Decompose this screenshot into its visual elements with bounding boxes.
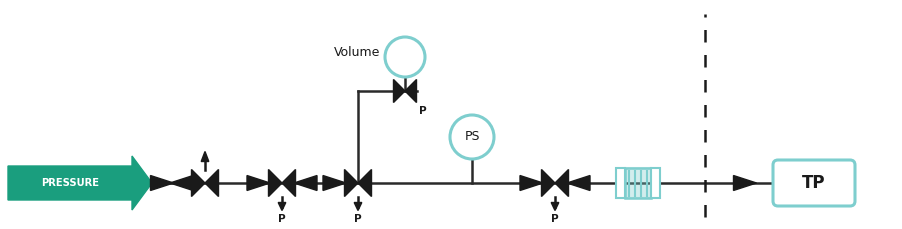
Circle shape	[450, 115, 494, 159]
Polygon shape	[323, 175, 346, 191]
Polygon shape	[201, 152, 208, 161]
Polygon shape	[358, 169, 372, 196]
Text: P: P	[551, 215, 559, 224]
Polygon shape	[170, 175, 193, 191]
Polygon shape	[278, 202, 286, 210]
Polygon shape	[541, 169, 555, 196]
Polygon shape	[551, 202, 559, 210]
Polygon shape	[205, 169, 218, 196]
Polygon shape	[191, 169, 205, 196]
Bar	[625, 168, 651, 198]
Text: P: P	[354, 215, 362, 224]
Bar	[616, 168, 625, 198]
Polygon shape	[269, 169, 282, 196]
Polygon shape	[8, 156, 152, 210]
Polygon shape	[555, 169, 568, 196]
Circle shape	[385, 37, 425, 77]
FancyBboxPatch shape	[773, 160, 855, 206]
Polygon shape	[247, 175, 270, 191]
Polygon shape	[393, 79, 405, 103]
Text: TP: TP	[802, 174, 825, 192]
Text: P: P	[278, 215, 286, 224]
Polygon shape	[345, 169, 358, 196]
Polygon shape	[405, 79, 417, 103]
Text: P: P	[419, 106, 428, 115]
Polygon shape	[151, 175, 173, 191]
Polygon shape	[354, 202, 362, 210]
Text: PRESSURE: PRESSURE	[41, 178, 99, 188]
Text: Volume: Volume	[334, 46, 380, 60]
Text: PS: PS	[465, 131, 480, 144]
Polygon shape	[282, 169, 296, 196]
Polygon shape	[567, 175, 590, 191]
Bar	[625, 168, 651, 198]
Bar	[651, 168, 660, 198]
Polygon shape	[520, 175, 543, 191]
Polygon shape	[294, 175, 317, 191]
Polygon shape	[733, 175, 757, 191]
